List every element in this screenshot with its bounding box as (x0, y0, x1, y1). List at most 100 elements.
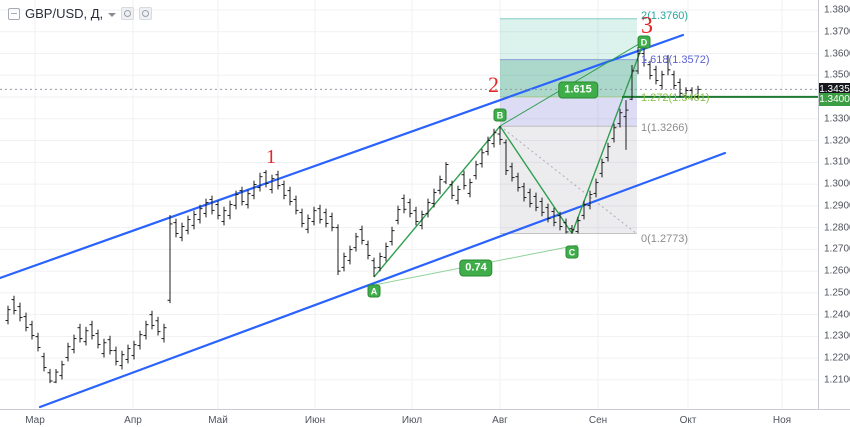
ohlc-bar (299, 208, 305, 228)
ohlc-bar (623, 100, 629, 150)
channel-line-lower[interactable] (38, 151, 727, 409)
ohlc-bar (335, 224, 341, 276)
ohlc-bar (671, 70, 677, 90)
ohlc-bar (191, 210, 197, 230)
price-axis[interactable]: 1.3800 1.3700 1.3600 1.3500 1.3300 1.3200 1.31… (818, 0, 850, 427)
time-axis-label: Авг (492, 415, 508, 426)
ohlc-bar (155, 316, 161, 336)
ohlc-bar (527, 188, 533, 208)
legend-collapse-icon[interactable] (8, 7, 20, 20)
price-axis-label: 1.3600 (824, 48, 850, 60)
ohlc-bar (65, 342, 71, 362)
chevron-down-icon[interactable] (108, 12, 117, 17)
wave-label-1[interactable]: 1 (266, 146, 276, 168)
ohlc-bar (209, 195, 215, 215)
ohlc-bar (179, 222, 185, 242)
ohlc-bar (275, 170, 281, 190)
ratio-badge-0.74[interactable]: 0.74 (459, 259, 493, 277)
wave-label-2[interactable]: 2 (488, 72, 499, 97)
time-axis-label: Май (208, 415, 228, 426)
time-axis-label: Июл (401, 415, 423, 426)
ohlc-bar (617, 108, 623, 128)
ohlc-bar (515, 172, 521, 192)
ohlc-bar (359, 225, 365, 245)
legend-circle-icon-1[interactable] (121, 7, 135, 20)
ohlc-bar (47, 368, 53, 384)
price-axis-label: 1.3800 (824, 4, 850, 16)
ohlc-bar (125, 344, 131, 364)
ohlc-bar (221, 206, 227, 226)
ohlc-bar (251, 180, 257, 200)
fib-extension-zones[interactable] (500, 18, 637, 234)
ohlc-bar (35, 332, 41, 352)
ohlc-bar (371, 257, 377, 277)
ohlc-bar (41, 352, 47, 372)
ohlc-bar (611, 123, 617, 143)
ohlc-bar (227, 200, 233, 220)
ohlc-bar (293, 195, 299, 215)
ohlc-bar (5, 305, 11, 325)
channel-line-upper[interactable] (0, 33, 685, 280)
price-axis-label: 1.3200 (824, 135, 850, 147)
ohlc-bar (131, 340, 137, 360)
price-axis-label: 1.2300 (824, 330, 850, 342)
fib-zone[interactable] (500, 96, 637, 127)
fib-zone[interactable] (500, 18, 637, 60)
wave-label-3[interactable]: 3 (641, 13, 653, 39)
ohlc-bar (695, 85, 701, 99)
ohlc-bar (11, 295, 17, 315)
alert-price-badge: 1.3400 (819, 92, 850, 106)
ohlc-bar (587, 190, 593, 210)
pattern-point-A[interactable]: A (367, 284, 381, 298)
ohlc-bar (521, 182, 527, 202)
ohlc-bar (497, 125, 503, 145)
ohlc-bar (539, 197, 545, 217)
ohlc-bar (575, 216, 581, 234)
pattern-point-D[interactable]: D (637, 35, 651, 49)
fib-dotted-line[interactable] (499, 125, 638, 235)
pattern-point-B[interactable]: B (493, 108, 507, 122)
ohlc-bar (107, 335, 113, 355)
ohlc-bar (653, 65, 659, 85)
pattern-line-AB[interactable] (373, 125, 501, 278)
ohlc-bar (71, 334, 77, 354)
price-axis-label: 1.2200 (824, 352, 850, 364)
price-axis-label: 1.3100 (824, 156, 850, 168)
symbol-title[interactable]: GBP/USD, Д, (25, 6, 104, 21)
ohlc-bar (599, 158, 605, 178)
ohlc-bar (167, 214, 173, 304)
pattern-point-C[interactable]: C (565, 245, 579, 259)
ohlc-bar (197, 204, 203, 224)
ohlc-bar (491, 128, 497, 148)
price-axis-label: 1.3000 (824, 178, 850, 190)
ohlc-bar (659, 70, 665, 90)
ohlc-bar (533, 192, 539, 212)
ohlc-series (5, 41, 701, 384)
ohlc-bar (509, 162, 515, 182)
ohlc-bar (239, 186, 245, 206)
ohlc-bar (347, 245, 353, 265)
time-axis[interactable]: Мар Апр Май Июн Июл Авг Сен Окт Ноя (0, 409, 850, 427)
ohlc-bar (365, 240, 371, 260)
ohlc-bar (89, 320, 95, 340)
ohlc-bar (59, 360, 65, 380)
fib-level-label: 0(1.2773) (641, 233, 689, 246)
ohlc-bar (551, 207, 557, 227)
ohlc-bar (407, 198, 413, 218)
ohlc-bar (269, 174, 275, 194)
ohlc-bar (29, 320, 35, 340)
price-axis-label: 1.2400 (824, 309, 850, 321)
legend-circle-icon-2[interactable] (139, 7, 153, 20)
price-axis-label: 1.3700 (824, 26, 850, 38)
ohlc-bar (593, 178, 599, 198)
ohlc-bar (557, 211, 563, 231)
ohlc-bar (341, 252, 347, 272)
price-axis-label: 1.2800 (824, 222, 850, 234)
time-axis-label: Мар (25, 415, 45, 426)
price-axis-label: 1.2900 (824, 200, 850, 212)
ratio-badge-1.615[interactable]: 1.615 (558, 81, 598, 98)
ohlc-bar (161, 323, 167, 343)
ohlc-bar (173, 218, 179, 238)
